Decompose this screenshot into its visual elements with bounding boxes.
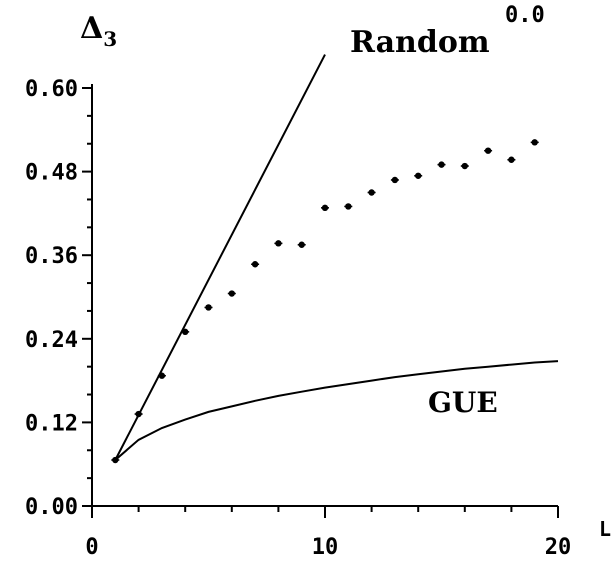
gue-curve-label: GUE (428, 386, 498, 419)
data-point (414, 172, 423, 179)
data-point (251, 261, 260, 268)
data-point (437, 161, 446, 168)
y-axis-label: Δ3 (80, 11, 117, 51)
data-point (111, 456, 120, 464)
random-curve-label: Random (350, 25, 490, 60)
x-tick-label: 10 (312, 535, 339, 560)
data-point (321, 204, 329, 212)
labels: Δ3 0.0 L Random GUE (80, 3, 611, 541)
data-point (507, 156, 516, 163)
x-axis-label: L (599, 517, 611, 541)
data-point (297, 241, 306, 248)
x-tick-label: 0 (85, 535, 98, 560)
data-point (390, 176, 399, 184)
y-axis-label-symbol: Δ (80, 11, 103, 46)
data-point (227, 290, 236, 297)
data-point (344, 203, 353, 210)
gue-curve (114, 360, 559, 461)
x-tick-label: 20 (545, 535, 572, 560)
data-point (530, 139, 539, 146)
data-point (484, 147, 493, 154)
y-axis-label-subscript: 3 (103, 27, 117, 51)
y-tick-label: 0.36 (25, 244, 78, 269)
data-point (274, 240, 283, 247)
data-point (157, 372, 166, 379)
y-tick-label: 0.00 (25, 495, 78, 520)
data-point (181, 328, 190, 336)
y-tick-label: 0.12 (25, 411, 78, 436)
curves (114, 54, 559, 461)
corner-label: 0.0 (505, 3, 545, 28)
y-tick-label: 0.60 (25, 77, 78, 102)
data-point (204, 304, 213, 311)
data-point (367, 189, 376, 196)
random-curve (114, 54, 326, 461)
data-points (111, 139, 539, 464)
data-point (134, 410, 143, 418)
axes: 0.00 0.12 0.24 0.36 0.48 0.60 0 10 20 (25, 77, 571, 560)
y-tick-label: 0.48 (25, 161, 78, 186)
data-point (460, 162, 469, 170)
y-tick-label: 0.24 (25, 328, 78, 353)
